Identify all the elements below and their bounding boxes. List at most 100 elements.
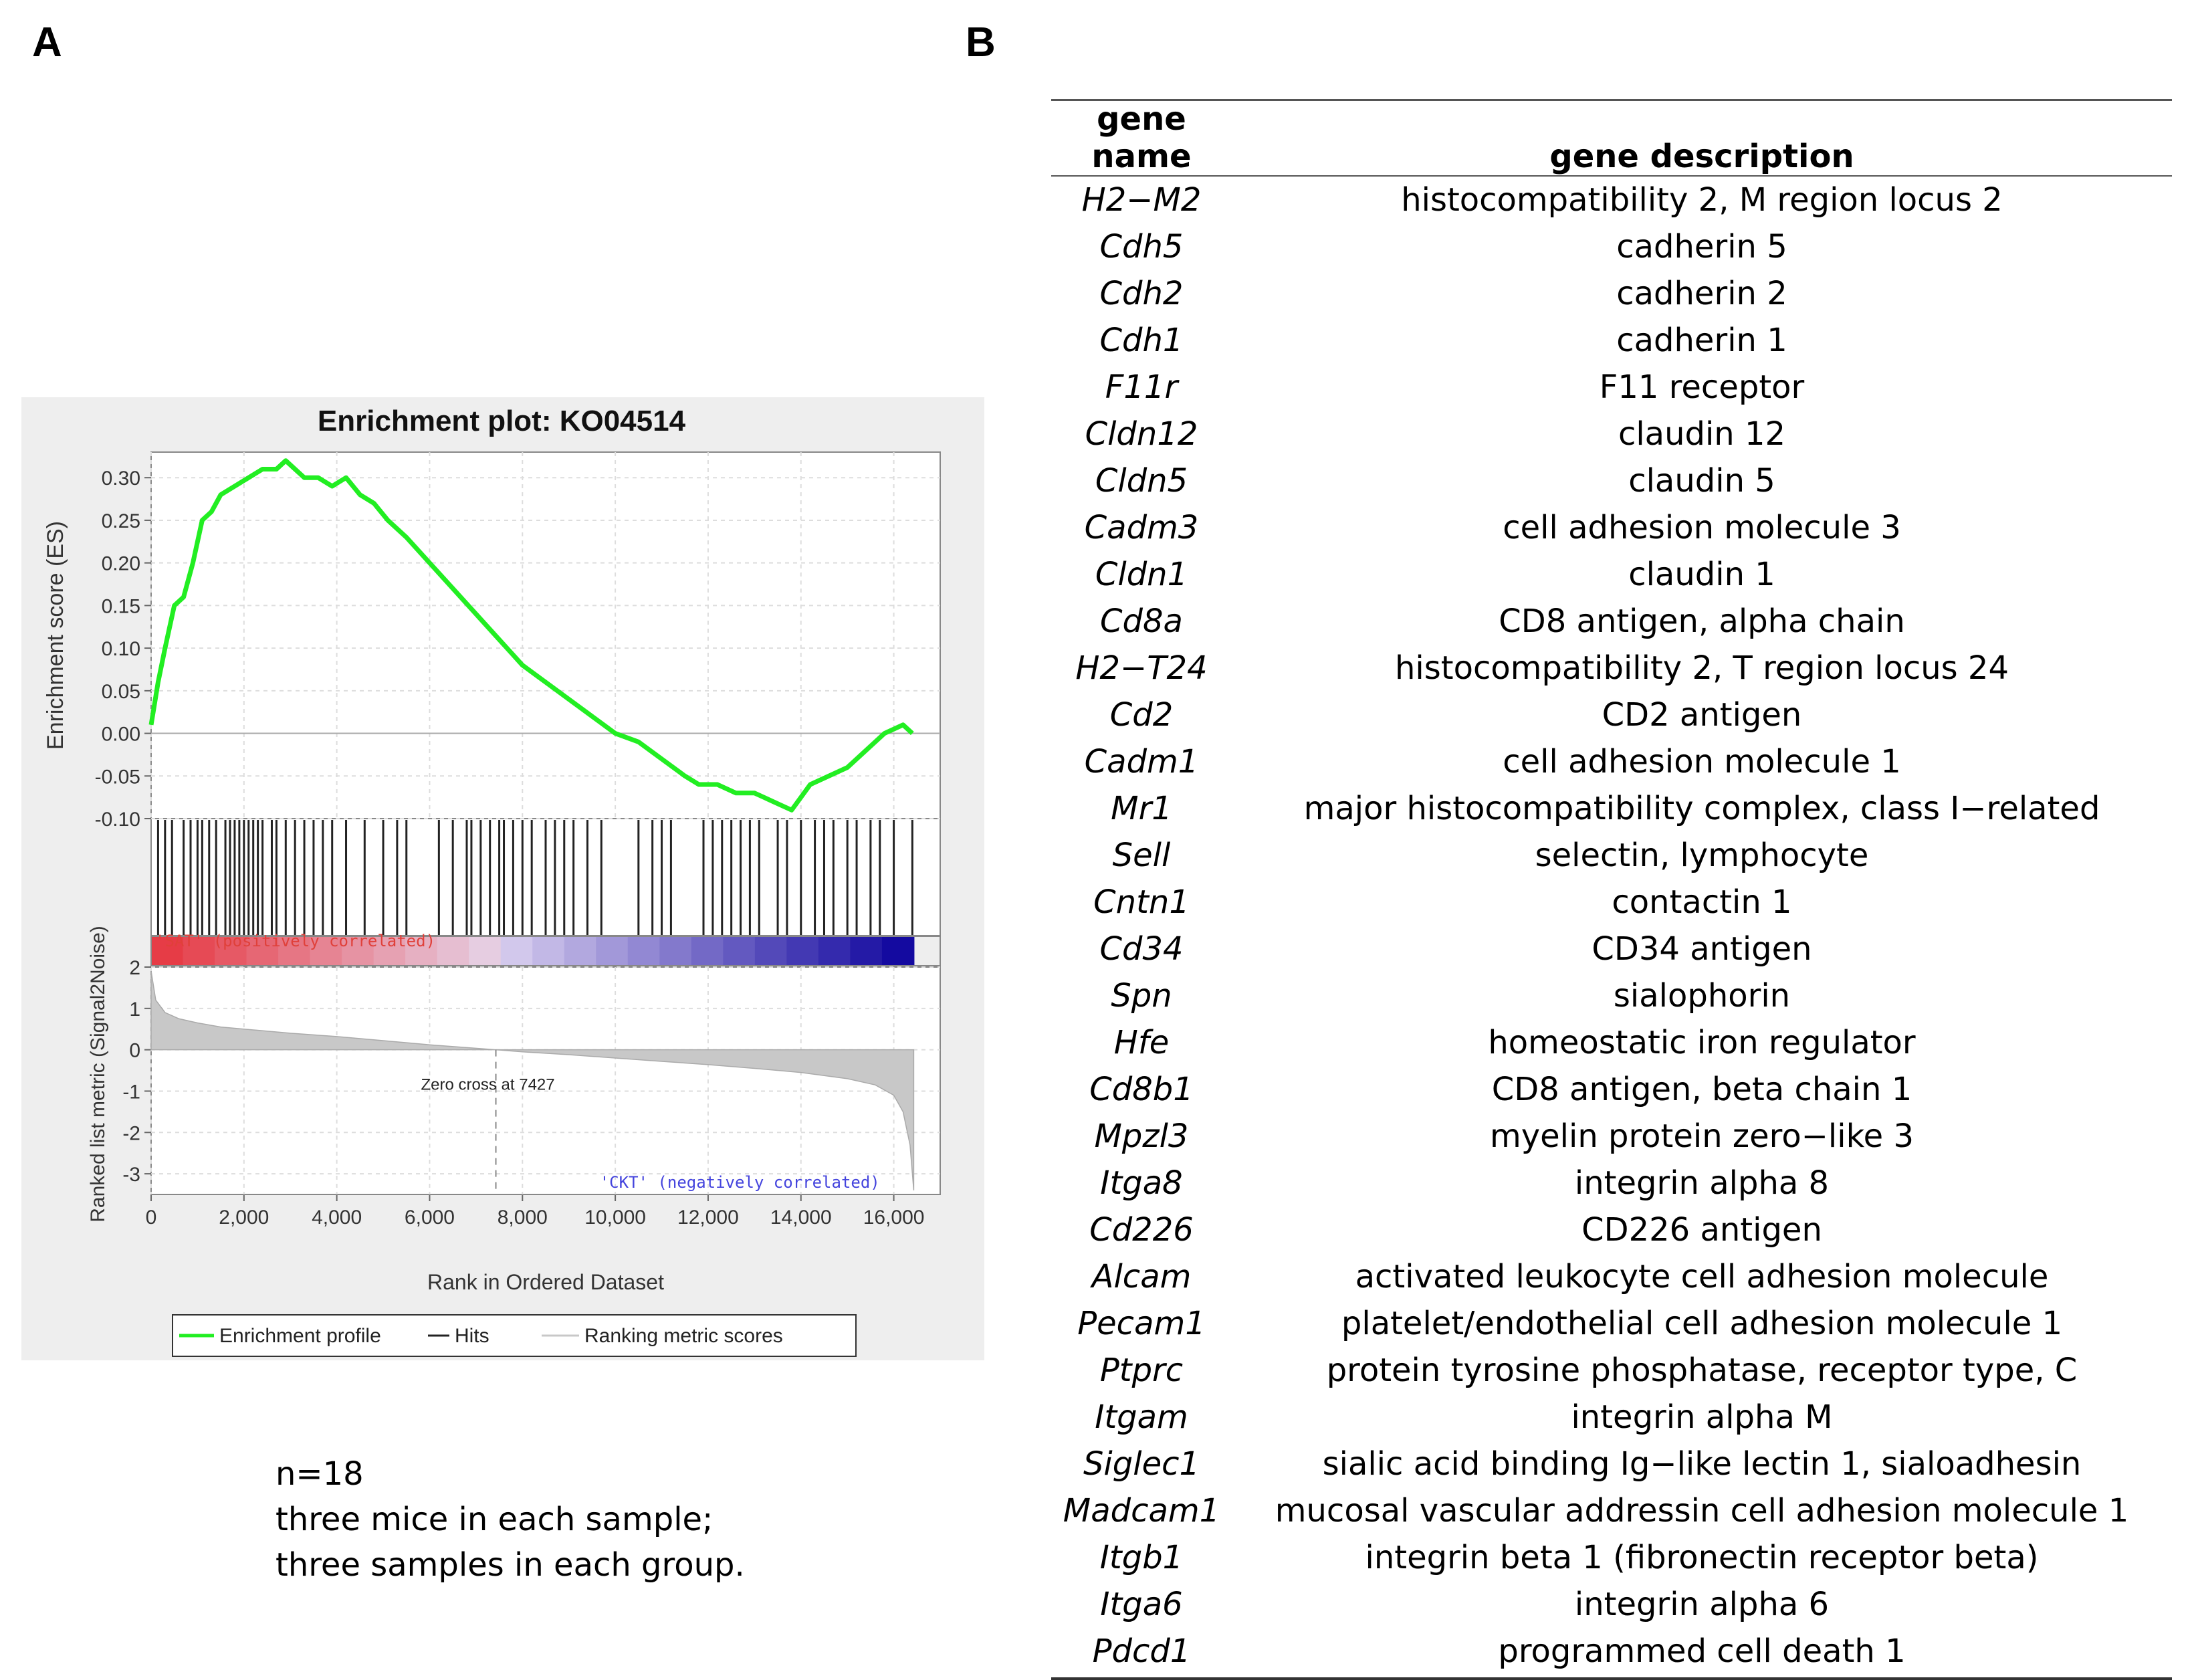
- gene-description-cell: histocompatibility 2, M region locus 2: [1401, 181, 2003, 219]
- enrichment-profile-group: [148, 458, 914, 813]
- x-tick-label: 12,000: [677, 1206, 739, 1229]
- x-axis-ticks: 0 2,000 4,000 6,000 8,000 10,000 12,000 14,000 1…: [146, 1194, 925, 1229]
- metric-axis-ticks: 2 1 0 -1 -2 -3: [122, 957, 151, 1186]
- table-bottom-rule: [1051, 1677, 2172, 1680]
- gene-name-cell: F11r: [1105, 369, 1178, 406]
- colorbar-segment: [786, 936, 819, 966]
- table-row: Cldn5 claudin 5: [1051, 457, 2172, 504]
- gene-name-cell: Cd2: [1109, 696, 1174, 734]
- es-tick-label: 0.15: [102, 595, 140, 617]
- x-tick-label: 14,000: [770, 1206, 832, 1229]
- table-row: Cadm3 cell adhesion molecule 3: [1051, 504, 2172, 551]
- es-tick-label: 0.10: [102, 638, 140, 660]
- metric-tick-label: -2: [122, 1122, 140, 1144]
- table-row: Mpzl3 myelin protein zero−like 3: [1051, 1113, 2172, 1160]
- table-row: Cdh2 cadherin 2: [1051, 270, 2172, 317]
- enrichment-profile-line: [148, 458, 914, 813]
- gene-name-cell: H2−M2: [1081, 181, 1202, 219]
- gene-table: gene name gene description H2−M2 histocom…: [1051, 100, 2172, 1675]
- table-row: Itga6 integrin alpha 6: [1051, 1581, 2172, 1628]
- gene-name-cell: Cd8b1: [1089, 1071, 1194, 1108]
- metric-tick-label: 0: [129, 1040, 140, 1062]
- gene-name-cell: Pdcd1: [1092, 1633, 1191, 1670]
- table-row: Cntn1 contactin 1: [1051, 879, 2172, 926]
- positive-correlation-label: 'SAT' (positively correlated): [155, 932, 435, 950]
- gene-name-cell: Mpzl3: [1094, 1118, 1189, 1155]
- table-row: Madcam1 mucosal vascular addressin cell a…: [1051, 1487, 2172, 1534]
- gsea-enrichment-plot: Enrichment plot: KO04514 0.30 0.25 0.20 0.1…: [21, 397, 984, 1360]
- gene-name-cell: Cntn1: [1093, 883, 1190, 921]
- gene-description-cell: F11 receptor: [1599, 369, 1805, 406]
- x-tick-label: 16,000: [863, 1206, 925, 1229]
- table-row: Mr1 major histocompatibility complex, cla…: [1051, 785, 2172, 832]
- gene-name-cell: Cadm1: [1084, 743, 1199, 780]
- colorbar-segment: [183, 936, 216, 966]
- gene-name-cell: Cdh2: [1099, 275, 1184, 312]
- table-row: Cadm1 cell adhesion molecule 1: [1051, 738, 2172, 785]
- es-axis-ticks: 0.30 0.25 0.20 0.15 0.10 0.05 0.00 -0.05 -0.10: [95, 467, 151, 831]
- colorbar-segment: [405, 936, 438, 966]
- gene-description-cell: myelin protein zero−like 3: [1489, 1118, 1914, 1155]
- gene-name-cell: Cd226: [1089, 1211, 1194, 1249]
- chart-title: Enrichment plot: KO04514: [318, 405, 686, 437]
- metric-panel: [150, 966, 941, 1195]
- x-tick-label: 6,000: [405, 1206, 455, 1229]
- gene-name-cell: Sell: [1112, 837, 1171, 874]
- table-row: Cdh5 cadherin 5: [1051, 223, 2172, 270]
- gene-description-cell: CD8 antigen, beta chain 1: [1491, 1071, 1912, 1108]
- table-row: F11r F11 receptor: [1051, 364, 2172, 411]
- colorbar-segment: [373, 936, 407, 966]
- gene-description-cell: integrin alpha 6: [1574, 1586, 1830, 1623]
- colorbar-segment: [881, 936, 915, 966]
- legend-label-hits: Hits: [455, 1325, 489, 1347]
- gene-description-cell: claudin 5: [1628, 462, 1775, 500]
- colorbar-segment: [627, 936, 661, 966]
- ranking-metric-area: [150, 971, 915, 1190]
- table-row: Hfe homeostatic iron regulator: [1051, 1019, 2172, 1066]
- gene-name-cell: Siglec1: [1083, 1445, 1200, 1483]
- colorbar-segment: [500, 936, 534, 966]
- negative-correlation-label: 'CKT' (negatively correlated): [600, 1173, 880, 1192]
- table-row: Cd226 CD226 antigen: [1051, 1206, 2172, 1253]
- es-tick-label: 0.25: [102, 510, 140, 532]
- header-gene-description: gene description: [1232, 100, 2172, 177]
- colorbar-segment: [532, 936, 565, 966]
- gene-name-cell: Madcam1: [1063, 1492, 1220, 1530]
- colorbar-segment: [310, 936, 343, 966]
- grid-lines: [150, 452, 940, 1194]
- gene-name-cell: Cldn1: [1095, 556, 1188, 593]
- gene-description-cell: sialic acid binding Ig−like lectin 1, si…: [1322, 1445, 2082, 1483]
- table-row: Pdcd1 programmed cell death 1: [1051, 1628, 2172, 1675]
- panel-label-b: B: [966, 19, 996, 66]
- table-row: Cdh1 cadherin 1: [1051, 317, 2172, 364]
- gene-name-cell: Ptprc: [1099, 1352, 1184, 1389]
- legend-label-enrichment: Enrichment profile: [219, 1325, 381, 1347]
- table-row: Cd34 CD34 antigen: [1051, 926, 2172, 972]
- colorbar-segment: [469, 936, 502, 966]
- es-axis-label: Enrichment score (ES): [43, 521, 68, 750]
- x-tick-label: 2,000: [219, 1206, 269, 1229]
- es-tick-label: -0.10: [95, 809, 140, 831]
- gene-name-cell: Itga8: [1100, 1164, 1183, 1202]
- colorbar-frame: [150, 936, 941, 966]
- colorbar-segment: [850, 936, 883, 966]
- colorbar-segment: [596, 936, 629, 966]
- gene-name-cell: Spn: [1111, 977, 1172, 1015]
- colorbar-segment: [818, 936, 851, 966]
- gene-description-cell: programmed cell death 1: [1498, 1633, 1906, 1670]
- legend: [172, 1314, 857, 1357]
- colorbar-segment: [754, 936, 788, 966]
- gene-name-cell: Mr1: [1111, 790, 1172, 827]
- colorbar-segment: [564, 936, 597, 966]
- es-tick-label: 0.30: [102, 467, 140, 490]
- gene-description-cell: cell adhesion molecule 3: [1503, 509, 1901, 546]
- gene-description-cell: integrin beta 1 (fibronectin receptor be…: [1365, 1539, 2039, 1576]
- colorbar-segment: [151, 936, 184, 966]
- colorbar-segment: [278, 936, 311, 966]
- colorbar-segment: [437, 936, 470, 966]
- gene-description-cell: cadherin 2: [1616, 275, 1787, 312]
- gene-name-cell: Cldn5: [1095, 462, 1188, 500]
- gene-name-cell: Itgam: [1095, 1398, 1188, 1436]
- gene-name-cell: Itgb1: [1099, 1539, 1184, 1576]
- es-tick-label: 0.05: [102, 681, 140, 703]
